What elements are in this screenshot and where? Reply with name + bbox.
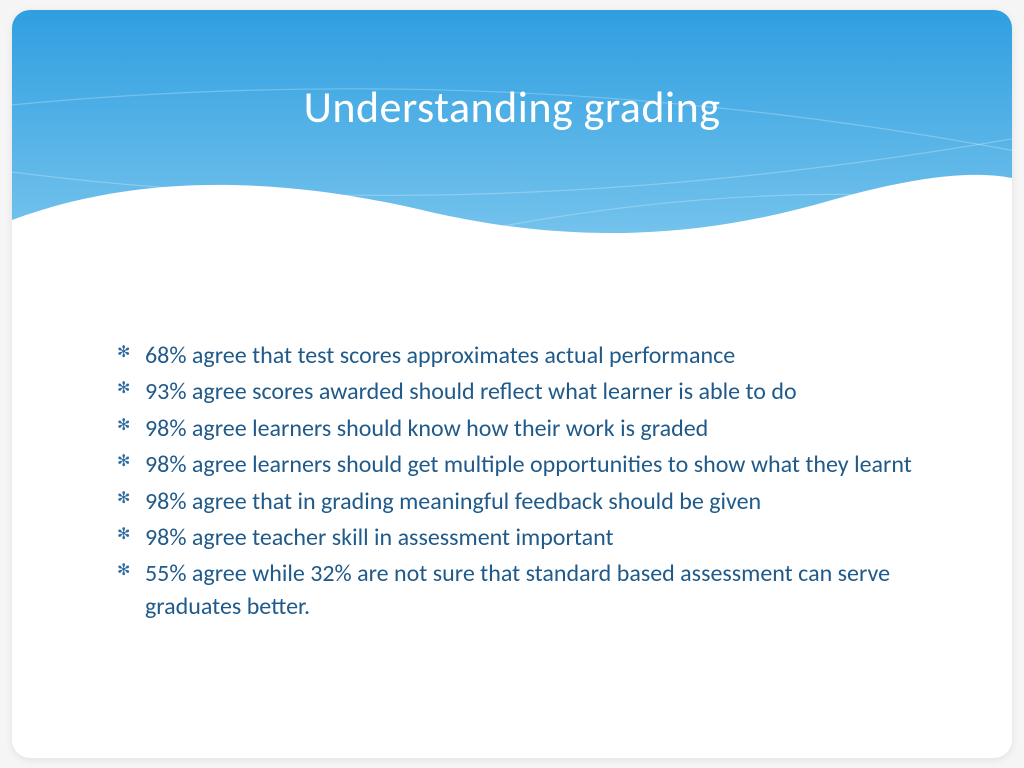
bullet-item: 98% agree that in grading meaningful fee… bbox=[117, 486, 917, 518]
slide-header bbox=[12, 10, 1012, 270]
slide-body: 68% agree that test scores approximates … bbox=[117, 340, 917, 627]
bullet-item: 55% agree while 32% are not sure that st… bbox=[117, 558, 917, 623]
bullet-list: 68% agree that test scores approximates … bbox=[117, 340, 917, 623]
wave-background bbox=[12, 10, 1012, 270]
bullet-item: 68% agree that test scores approximates … bbox=[117, 340, 917, 372]
slide-title: Understanding grading bbox=[12, 80, 1012, 134]
bullet-item: 98% agree learners should get multiple o… bbox=[117, 449, 917, 481]
slide: Understanding grading 68% agree that tes… bbox=[12, 10, 1012, 758]
bullet-item: 98% agree teacher skill in assessment im… bbox=[117, 522, 917, 554]
bullet-item: 98% agree learners should know how their… bbox=[117, 413, 917, 445]
bullet-item: 93% agree scores awarded should reflect … bbox=[117, 376, 917, 408]
